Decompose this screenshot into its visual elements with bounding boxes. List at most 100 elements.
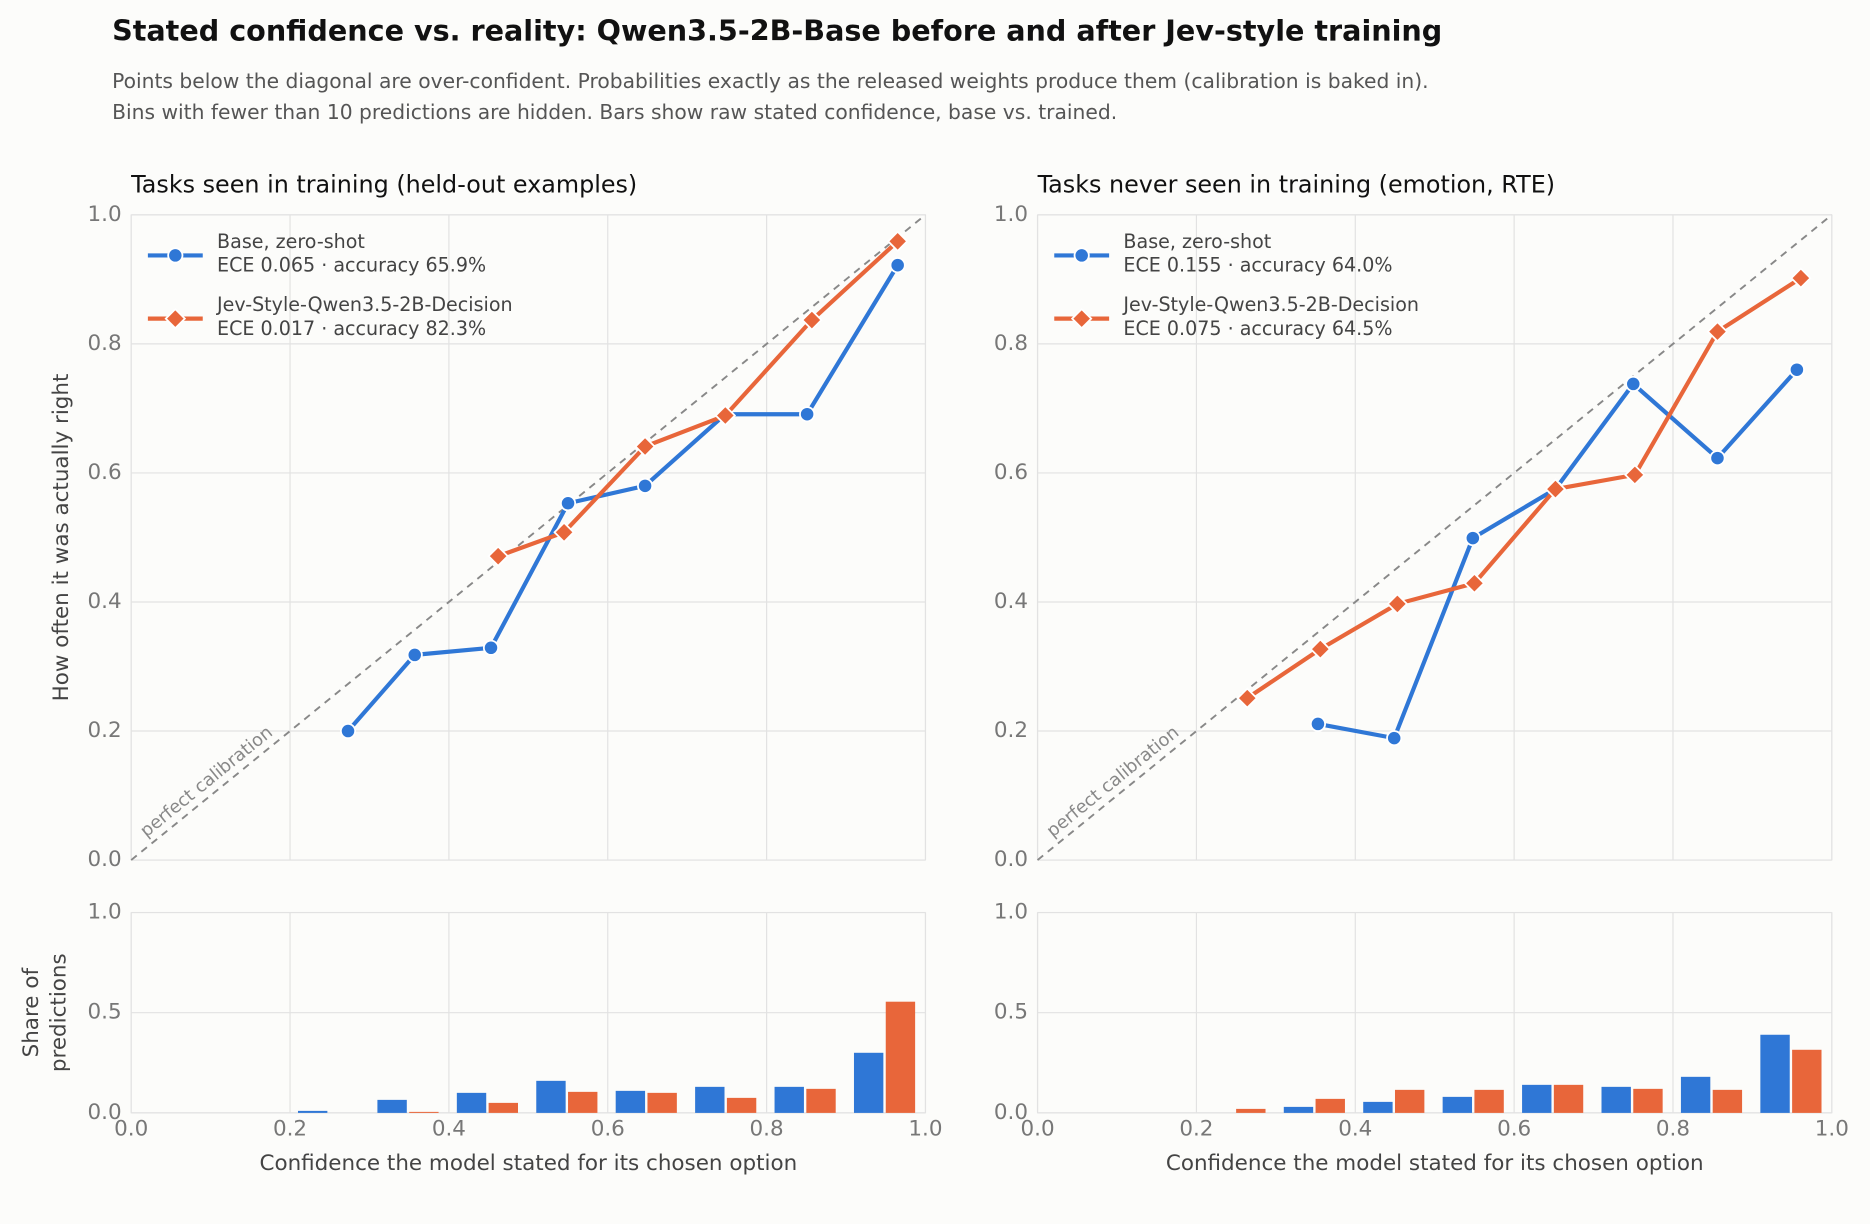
marker	[1706, 320, 1729, 343]
bar	[647, 1092, 677, 1113]
x-tick-label: 1.0	[908, 1117, 942, 1142]
y-tick-label: 0.5	[994, 1000, 1028, 1025]
y-axis-label: How often it was actually right	[49, 374, 74, 702]
marker	[559, 495, 577, 512]
bar	[695, 1086, 725, 1113]
legend-label: Base, zero-shot	[217, 231, 365, 253]
y-tick-label: 0.5	[88, 1000, 122, 1025]
x-tick-label: 0.2	[273, 1117, 307, 1142]
x-tick-label: 0.8	[1656, 1117, 1690, 1142]
legend-marker	[1073, 247, 1090, 264]
marker	[482, 639, 500, 656]
bar	[1760, 1034, 1790, 1113]
legend-marker	[164, 307, 187, 330]
bar	[885, 1001, 916, 1113]
marker	[1624, 464, 1646, 486]
bar	[297, 1110, 328, 1113]
legend-label: Jev-Style-Qwen3.5-2B-Decision	[1122, 294, 1419, 316]
bar	[568, 1091, 598, 1113]
bar	[1553, 1084, 1584, 1113]
y-tick-label: 1.0	[994, 900, 1028, 925]
marker	[1386, 593, 1409, 615]
marker	[1625, 375, 1642, 392]
legend-detail: ECE 0.075 · accuracy 64.5%	[1123, 318, 1392, 340]
panel-title: Tasks never seen in training (emotion, R…	[1037, 171, 1556, 199]
marker	[634, 435, 656, 458]
marker	[339, 722, 357, 740]
y-tick-label: 0.0	[994, 847, 1028, 872]
y-tick-label: 0.0	[88, 847, 122, 872]
x-tick-label: 0.0	[114, 1117, 148, 1142]
y-tick-label: 0.0	[994, 1100, 1028, 1125]
marker	[1463, 572, 1486, 595]
x-tick-label: 0.6	[1497, 1117, 1531, 1142]
bar	[1283, 1106, 1314, 1113]
bar	[1712, 1089, 1743, 1113]
marker	[1309, 638, 1332, 660]
x-axis-label: Confidence the model stated for its chos…	[1166, 1151, 1704, 1176]
x-tick-label: 1.0	[1815, 1117, 1849, 1142]
marker	[801, 309, 823, 331]
bar	[456, 1092, 487, 1113]
panel-title: Tasks seen in training (held-out example…	[130, 171, 637, 199]
marker	[889, 257, 906, 274]
bar	[615, 1090, 646, 1113]
marker	[799, 406, 816, 423]
x-tick-label: 0.0	[1021, 1117, 1055, 1142]
bar	[853, 1052, 884, 1113]
marker	[1544, 478, 1567, 500]
y-tick-label: 1.0	[994, 202, 1028, 227]
bar	[488, 1102, 518, 1113]
bar	[1792, 1049, 1822, 1113]
y-axis-label: Share of	[19, 968, 44, 1058]
marker	[714, 404, 737, 427]
y-tick-label: 0.4	[994, 589, 1028, 614]
y-tick-label: 0.0	[88, 1100, 122, 1125]
y-tick-label: 0.6	[88, 460, 122, 485]
bar	[1363, 1101, 1393, 1113]
marker	[487, 545, 509, 567]
marker	[1788, 361, 1805, 378]
subtitle: Bins with fewer than 10 predictions are …	[112, 100, 1117, 124]
x-tick-label: 0.2	[1179, 1117, 1213, 1142]
bar	[1442, 1096, 1473, 1113]
bar	[409, 1111, 439, 1113]
marker	[1790, 267, 1812, 289]
x-tick-label: 0.6	[591, 1117, 625, 1142]
bar	[726, 1097, 757, 1113]
bar	[1633, 1088, 1663, 1113]
series-line	[1246, 276, 1802, 700]
bar	[1315, 1098, 1345, 1113]
marker	[1236, 687, 1259, 709]
bar	[377, 1099, 407, 1113]
marker	[553, 521, 575, 544]
marker	[1386, 730, 1403, 747]
legend-marker	[167, 247, 184, 264]
legend-detail: ECE 0.017 · accuracy 82.3%	[217, 318, 486, 340]
bar	[1680, 1076, 1711, 1113]
y-tick-label: 0.8	[994, 331, 1028, 356]
bar	[536, 1080, 566, 1113]
marker	[1709, 450, 1726, 467]
bar	[1394, 1089, 1425, 1113]
bar	[1522, 1084, 1552, 1113]
bar	[774, 1086, 804, 1113]
y-tick-label: 0.2	[88, 718, 122, 743]
figure-title: Stated confidence vs. reality: Qwen3.5-2…	[112, 13, 1442, 47]
legend-label: Jev-Style-Qwen3.5-2B-Decision	[216, 294, 513, 316]
y-tick-label: 0.8	[88, 331, 122, 356]
marker	[406, 646, 423, 663]
diagonal	[130, 214, 927, 861]
y-tick-label: 1.0	[88, 900, 122, 925]
marker	[886, 230, 909, 253]
bar	[1236, 1108, 1266, 1113]
x-tick-label: 0.4	[1338, 1117, 1372, 1142]
y-tick-label: 0.6	[994, 460, 1028, 485]
legend-detail: ECE 0.155 · accuracy 64.0%	[1123, 255, 1392, 277]
y-tick-label: 0.4	[88, 589, 122, 614]
x-tick-label: 0.4	[432, 1117, 466, 1142]
series-line	[346, 264, 900, 733]
